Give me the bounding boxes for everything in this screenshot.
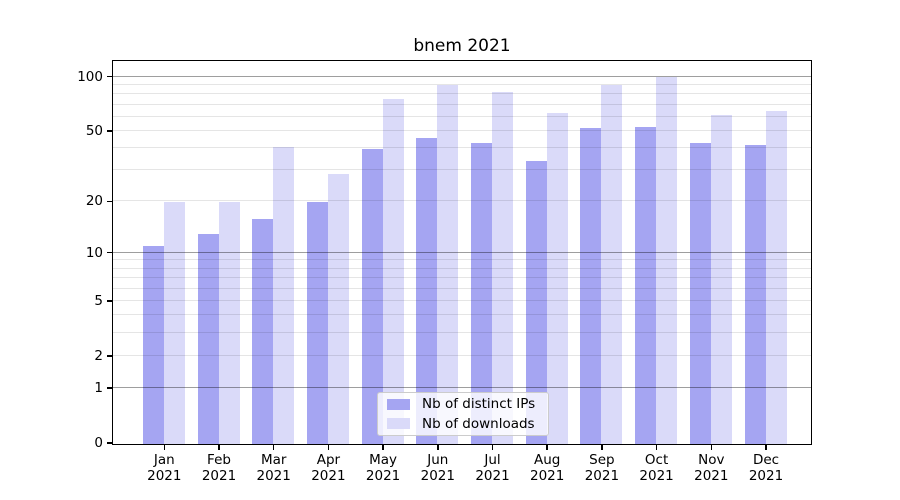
legend-swatch-distinct-ips xyxy=(387,398,410,410)
x-tick-label: Sep 2021 xyxy=(584,451,620,484)
x-tick-label: Nov 2021 xyxy=(694,451,729,484)
y-tick xyxy=(107,75,113,78)
gridline xyxy=(113,200,811,202)
chart-title: bnem 2021 xyxy=(413,36,511,56)
x-tick-label: Jun 2021 xyxy=(420,451,455,484)
bars-layer xyxy=(113,61,811,444)
y-tick-label: 5 xyxy=(94,292,103,309)
bar-nb-of-downloads-Apr xyxy=(327,173,349,444)
bar-nb-of-downloads-Feb xyxy=(218,201,240,444)
bar-nb-of-downloads-Sep xyxy=(601,84,623,444)
x-tick xyxy=(765,444,767,450)
bar-nb-of-downloads-Jun xyxy=(437,85,459,444)
bar-nb-of-distinct-ips-Apr xyxy=(306,201,328,444)
y-tick xyxy=(107,387,113,389)
gridline xyxy=(113,386,811,388)
bar-nb-of-distinct-ips-May xyxy=(361,148,383,444)
x-tick-label: Jan 2021 xyxy=(147,451,182,484)
gridline xyxy=(113,276,811,278)
bar-nb-of-distinct-ips-Dec xyxy=(744,144,766,444)
y-tick-label: 0 xyxy=(94,435,103,451)
bar-nb-of-distinct-ips-Oct xyxy=(635,126,657,444)
x-tick xyxy=(601,444,603,450)
bar-nb-of-distinct-ips-Jan xyxy=(142,246,164,444)
gridline xyxy=(113,354,811,356)
gridline xyxy=(113,75,811,77)
legend-item-downloads: Nb of downloads xyxy=(387,416,548,432)
bar-nb-of-distinct-ips-Sep xyxy=(580,128,602,444)
gridline xyxy=(113,299,811,301)
gridline xyxy=(113,103,811,105)
bar-nb-of-downloads-Aug xyxy=(546,113,568,444)
gridline xyxy=(113,267,811,269)
plot-area xyxy=(112,59,812,445)
gridline xyxy=(113,93,811,95)
bar-nb-of-downloads-Nov xyxy=(710,114,732,444)
bar-nb-of-distinct-ips-Aug xyxy=(525,161,547,444)
bar-nb-of-downloads-Dec xyxy=(765,110,787,444)
bar-nb-of-distinct-ips-Jun xyxy=(416,137,438,444)
x-tick-label: Aug 2021 xyxy=(530,451,565,484)
y-tick xyxy=(107,355,113,357)
legend-label-downloads: Nb of downloads xyxy=(422,415,535,432)
bar-nb-of-distinct-ips-Mar xyxy=(252,218,274,444)
gridline xyxy=(113,287,811,289)
y-tick-label: 100 xyxy=(77,68,103,85)
gridline xyxy=(113,115,811,117)
legend-item-distinct-ips: Nb of distinct IPs xyxy=(387,396,548,412)
gridline xyxy=(113,169,811,171)
x-tick xyxy=(272,444,275,450)
bar-nb-of-distinct-ips-Jul xyxy=(471,143,492,444)
x-tick-label: Mar 2021 xyxy=(256,451,291,484)
gridline xyxy=(113,129,811,131)
y-tick-label: 1 xyxy=(94,379,103,396)
y-tick xyxy=(107,442,113,444)
gridline xyxy=(113,314,811,316)
y-tick xyxy=(107,300,113,302)
x-tick xyxy=(382,444,384,450)
x-tick xyxy=(327,444,330,450)
y-tick-label: 2 xyxy=(94,347,103,364)
x-tick xyxy=(546,444,548,450)
x-tick xyxy=(163,444,166,450)
gridline xyxy=(113,259,811,261)
bar-nb-of-downloads-Oct xyxy=(656,77,678,444)
gridline xyxy=(113,331,811,333)
y-tick-label: 10 xyxy=(85,244,103,261)
y-tick xyxy=(107,130,113,132)
x-tick-label: Apr 2021 xyxy=(311,451,346,484)
x-tick xyxy=(655,444,658,450)
y-tick-label: 50 xyxy=(85,122,103,139)
y-tick-label: 20 xyxy=(85,193,103,210)
gridlines-layer xyxy=(113,61,811,444)
y-tick xyxy=(107,251,113,254)
bar-nb-of-distinct-ips-Nov xyxy=(689,143,711,444)
x-tick-label: May 2021 xyxy=(365,451,401,484)
x-tick-label: Jul 2021 xyxy=(475,451,510,484)
x-tick xyxy=(710,444,713,450)
bar-nb-of-distinct-ips-Feb xyxy=(197,234,219,444)
x-tick-label: Oct 2021 xyxy=(639,451,674,484)
x-tick xyxy=(491,444,494,450)
gridline xyxy=(113,147,811,149)
bar-nb-of-downloads-Jan xyxy=(163,201,185,444)
legend-label-distinct-ips: Nb of distinct IPs xyxy=(422,396,536,413)
bar-nb-of-downloads-Jul xyxy=(492,91,513,444)
x-tick xyxy=(218,444,220,450)
x-tick xyxy=(437,444,439,450)
bar-nb-of-downloads-Mar xyxy=(273,146,295,444)
bar-nb-of-downloads-May xyxy=(382,98,404,444)
gridline xyxy=(113,251,811,253)
x-tick-label: Feb 2021 xyxy=(201,451,237,484)
gridline xyxy=(113,83,811,85)
legend: Nb of distinct IPs Nb of downloads xyxy=(377,392,549,436)
legend-swatch-downloads xyxy=(387,418,410,430)
x-tick-label: Dec 2021 xyxy=(748,451,784,484)
y-tick xyxy=(107,200,113,203)
